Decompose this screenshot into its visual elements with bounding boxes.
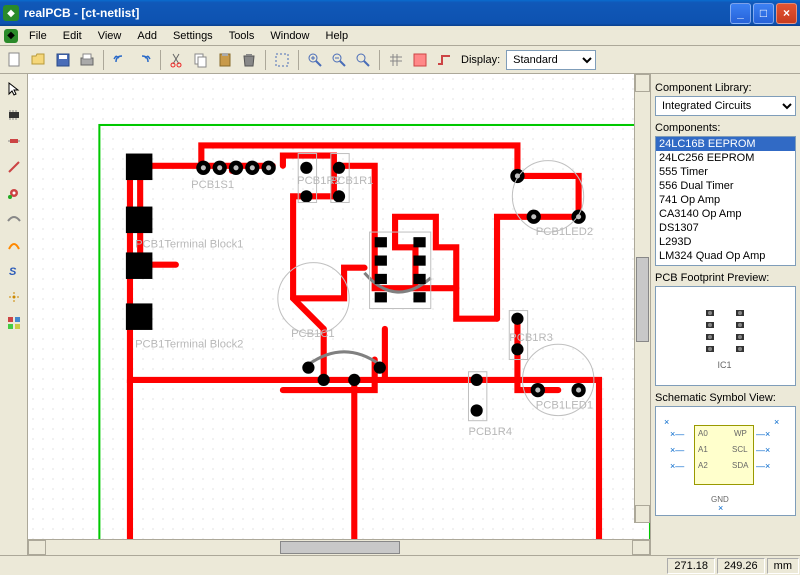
horizontal-scrollbar[interactable] [28, 539, 650, 555]
svg-text:PCB1S1: PCB1S1 [191, 179, 234, 191]
menu-tools[interactable]: Tools [221, 28, 263, 44]
arc-tool[interactable] [3, 234, 25, 256]
undo-button[interactable] [109, 49, 131, 71]
svg-text:PCB1R2: PCB1R2 [297, 175, 341, 187]
menu-window[interactable]: Window [262, 28, 317, 44]
save-button[interactable] [52, 49, 74, 71]
svg-text:PCB1R3: PCB1R3 [509, 332, 553, 344]
text-tool[interactable]: S [3, 260, 25, 282]
footprint-preview: IC1 [655, 286, 796, 386]
vertical-scrollbar[interactable] [634, 74, 650, 523]
zoom-out-button[interactable] [328, 49, 350, 71]
canvas-area: PCB1S1 PCB1Terminal Block1 PCB1Terminal … [28, 74, 650, 555]
symbol-preview: × A0 ×— A1 ×— A2 ×— WP —× SCL —× SDA —× … [655, 406, 796, 516]
component-item[interactable]: L293D [656, 235, 795, 249]
statusbar: 271.18 249.26 mm [0, 555, 800, 575]
svg-text:S: S [9, 266, 17, 278]
component-item[interactable]: MAX202CPE [656, 263, 795, 266]
svg-text:PCB1C1: PCB1C1 [291, 328, 335, 340]
symbol-label: Schematic Symbol View: [655, 392, 796, 404]
left-toolbar: S [0, 74, 28, 555]
doc-icon: ◆ [4, 29, 18, 43]
window-title: realPCB - [ct-netlist] [24, 6, 730, 20]
main-area: S [0, 74, 800, 555]
grid-button[interactable] [385, 49, 407, 71]
component-item[interactable]: 24LC16B EEPROM [656, 137, 795, 151]
svg-text:PCB1LED1: PCB1LED1 [536, 399, 593, 411]
redo-button[interactable] [133, 49, 155, 71]
chip-tool[interactable] [3, 104, 25, 126]
svg-text:PCB1R4: PCB1R4 [468, 426, 512, 438]
pcb-drawing: PCB1S1 PCB1Terminal Block1 PCB1Terminal … [28, 74, 650, 539]
delete-button[interactable] [238, 49, 260, 71]
menu-file[interactable]: File [21, 28, 55, 44]
print-button[interactable] [76, 49, 98, 71]
component-item[interactable]: 555 Timer [656, 165, 795, 179]
display-label: Display: [461, 54, 500, 66]
hole-tool[interactable] [3, 286, 25, 308]
menu-add[interactable]: Add [129, 28, 165, 44]
status-x: 271.18 [667, 558, 715, 574]
zoom-in-button[interactable] [304, 49, 326, 71]
menu-view[interactable]: View [90, 28, 130, 44]
component-grid-tool[interactable] [3, 312, 25, 334]
pcb-canvas[interactable]: PCB1S1 PCB1Terminal Block1 PCB1Terminal … [28, 74, 650, 539]
footprint-name: IC1 [718, 360, 732, 370]
close-button[interactable]: × [776, 3, 797, 24]
component-list[interactable]: 24LC16B EEPROM24LC256 EEPROM555 Timer556… [655, 136, 796, 266]
svg-text:PCB1Terminal Block2: PCB1Terminal Block2 [135, 338, 243, 350]
route-button[interactable] [433, 49, 455, 71]
select-all-button[interactable] [271, 49, 293, 71]
component-panel: Component Library: Integrated Circuits C… [650, 74, 800, 555]
display-select[interactable]: Standard [506, 50, 596, 70]
app-icon: ◆ [3, 5, 19, 21]
layers-button[interactable] [409, 49, 431, 71]
status-unit: mm [767, 558, 799, 574]
line-tool[interactable] [3, 156, 25, 178]
new-button[interactable] [4, 49, 26, 71]
component-item[interactable]: 556 Dual Timer [656, 179, 795, 193]
component-item[interactable]: 741 Op Amp [656, 193, 795, 207]
component-item[interactable]: DS1307 [656, 221, 795, 235]
paste-button[interactable] [214, 49, 236, 71]
main-toolbar: Display: Standard [0, 46, 800, 74]
titlebar: ◆ realPCB - [ct-netlist] _ □ × [0, 0, 800, 26]
library-select[interactable]: Integrated Circuits [655, 96, 796, 116]
window-controls: _ □ × [730, 3, 797, 24]
zoom-fit-button[interactable] [352, 49, 374, 71]
menu-help[interactable]: Help [318, 28, 357, 44]
library-label: Component Library: [655, 82, 796, 94]
component-item[interactable]: CA3140 Op Amp [656, 207, 795, 221]
menubar: ◆ File Edit View Add Settings Tools Wind… [0, 26, 800, 46]
jumper-tool[interactable] [3, 208, 25, 230]
minimize-button[interactable]: _ [730, 3, 751, 24]
maximize-button[interactable]: □ [753, 3, 774, 24]
diode-tool[interactable] [3, 130, 25, 152]
svg-text:PCB1LED2: PCB1LED2 [536, 226, 593, 238]
menu-edit[interactable]: Edit [55, 28, 90, 44]
copy-button[interactable] [190, 49, 212, 71]
open-button[interactable] [28, 49, 50, 71]
cursor-tool[interactable] [3, 78, 25, 100]
component-item[interactable]: LM324 Quad Op Amp [656, 249, 795, 263]
menu-settings[interactable]: Settings [165, 28, 221, 44]
via-tool[interactable] [3, 182, 25, 204]
component-item[interactable]: 24LC256 EEPROM [656, 151, 795, 165]
components-label: Components: [655, 122, 796, 134]
svg-text:PCB1Terminal Block1: PCB1Terminal Block1 [135, 238, 243, 250]
cut-button[interactable] [166, 49, 188, 71]
footprint-label: PCB Footprint Preview: [655, 272, 796, 284]
status-y: 249.26 [717, 558, 765, 574]
